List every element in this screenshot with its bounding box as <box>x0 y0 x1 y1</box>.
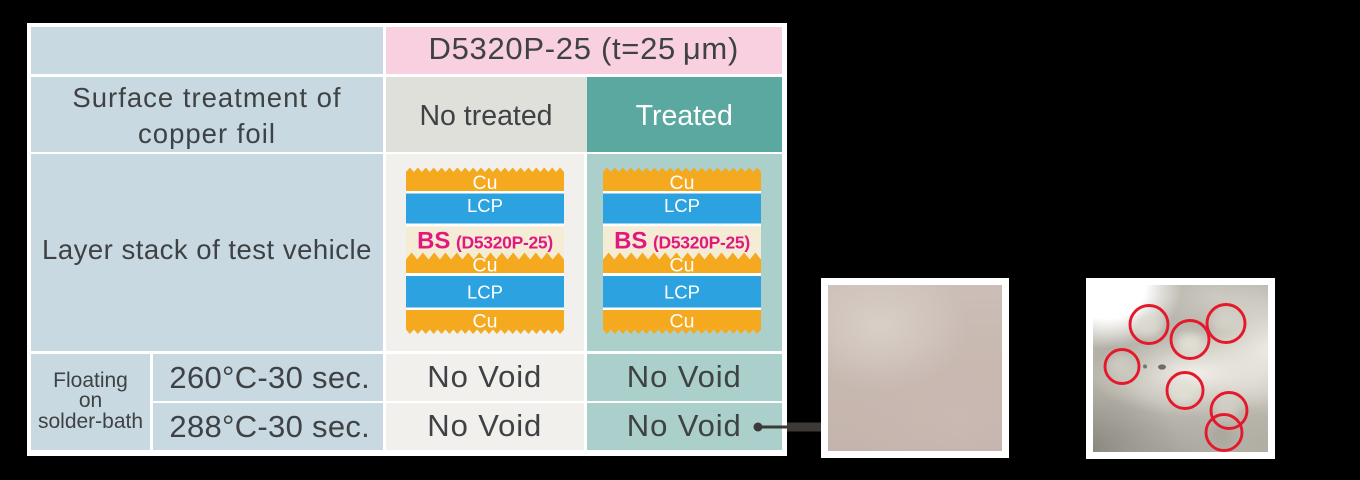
svg-text:BS (D5320P-25): BS (D5320P-25) <box>417 228 553 255</box>
svg-text:LCP: LCP <box>467 282 503 303</box>
svg-text:BS (D5320P-25): BS (D5320P-25) <box>614 228 750 255</box>
svg-text:Cu: Cu <box>473 311 498 333</box>
svg-text:Cu: Cu <box>670 311 695 333</box>
svg-text:Cu: Cu <box>670 172 695 194</box>
svg-text:Cu: Cu <box>473 255 498 277</box>
svg-text:Cu: Cu <box>670 255 695 277</box>
svg-text:Cu: Cu <box>473 172 498 194</box>
svg-text:LCP: LCP <box>467 195 503 216</box>
svg-text:LCP: LCP <box>664 195 700 216</box>
svg-text:LCP: LCP <box>664 282 700 303</box>
